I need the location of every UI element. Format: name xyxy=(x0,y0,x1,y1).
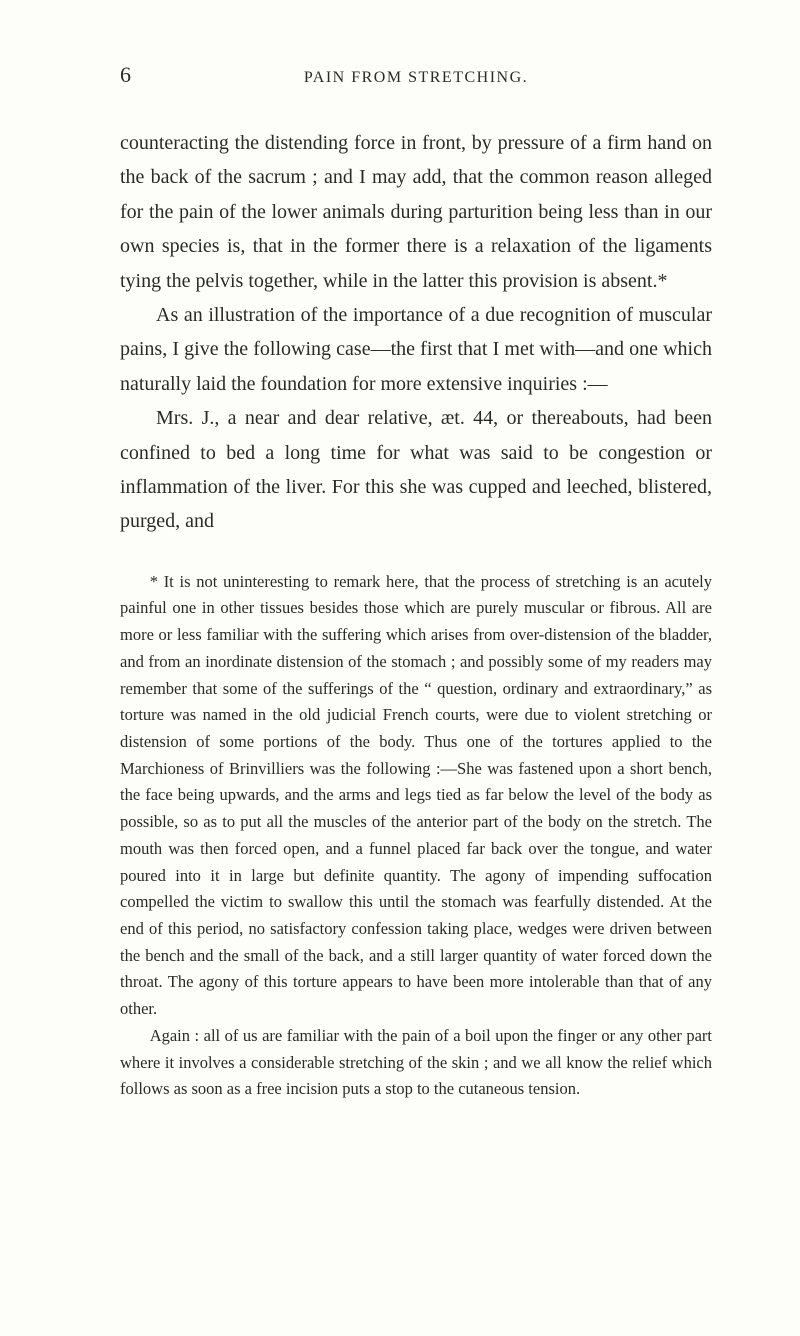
header-row: 6 PAIN FROM STRETCHING. xyxy=(120,62,712,88)
footnote: * It is not uninteresting to remark here… xyxy=(120,569,712,1103)
running-head: PAIN FROM STRETCHING. xyxy=(180,69,712,87)
page-number: 6 xyxy=(120,62,180,88)
footnote-paragraph-1: * It is not uninteresting to remark here… xyxy=(120,569,712,1023)
paragraph-2: As an illustration of the importance of … xyxy=(120,298,712,401)
paragraph-1: counteracting the distending force in fr… xyxy=(120,126,712,298)
paragraph-3: Mrs. J., a near and dear relative, æt. 4… xyxy=(120,401,712,539)
footnote-paragraph-2: Again : all of us are familiar with the … xyxy=(120,1023,712,1103)
page: 6 PAIN FROM STRETCHING. counteracting th… xyxy=(0,0,800,1336)
body-text: counteracting the distending force in fr… xyxy=(120,126,712,539)
